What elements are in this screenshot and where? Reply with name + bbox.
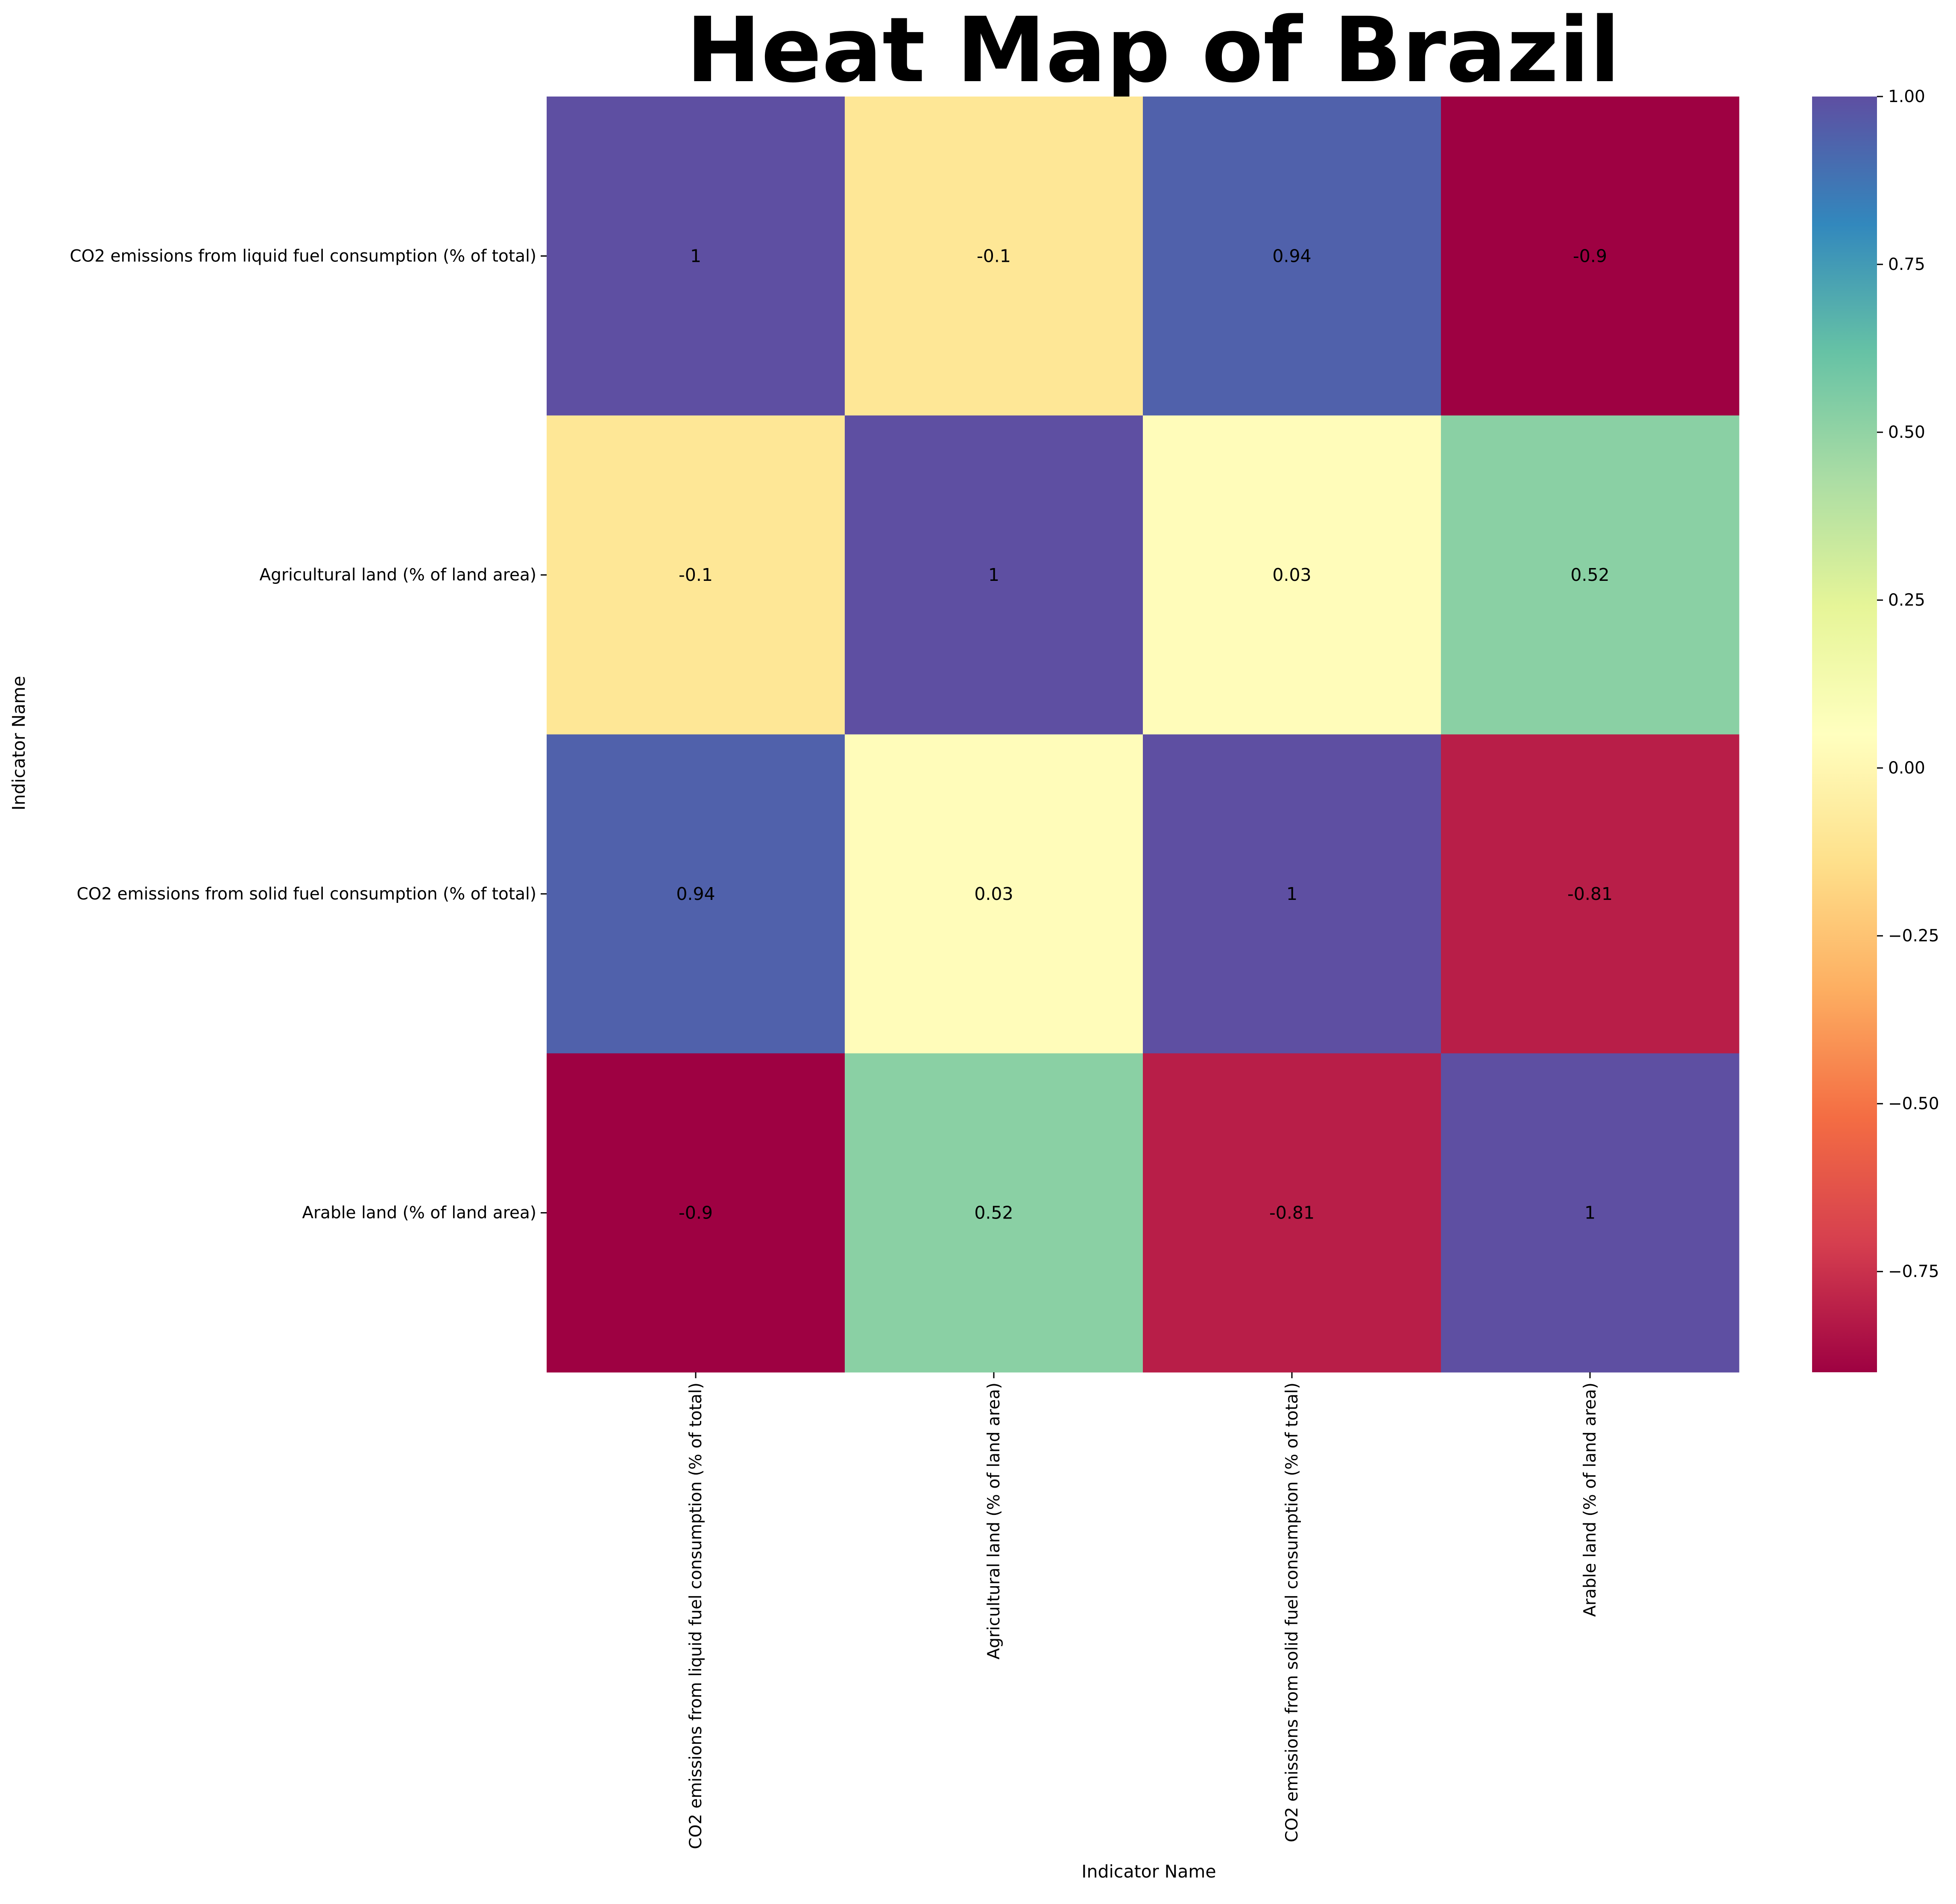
cell-value-label: 0.03: [974, 884, 1013, 904]
cell-value-label: -0.1: [679, 565, 713, 585]
colorbar-tick-label: 1.00: [1888, 87, 1925, 106]
colorbar-tick-label: 0.50: [1888, 423, 1925, 442]
colorbar-tick-label: 0.25: [1888, 591, 1925, 610]
y-tick-label: Arable land (% of land area): [302, 1204, 536, 1223]
colorbar-tick-label: 0.00: [1888, 759, 1925, 778]
heatmap-cell: [845, 415, 1143, 735]
cell-value-label: 1: [988, 565, 999, 585]
cell-value-label: -0.9: [679, 1203, 713, 1223]
cell-value-label: -0.1: [977, 246, 1011, 266]
colorbar-ticks: 1.00 0.75 0.50 0.25 0.00 −0.25 −0.50 −0.75: [1877, 87, 1939, 1281]
heatmap-cell-labels: 1 -0.1 0.94 -0.9 -0.1 1 0.03 0.52 0.94 0.03 1 -0.81…: [676, 246, 1613, 1223]
cell-value-label: 0.94: [1272, 246, 1311, 266]
x-axis-ticks: CO2 emissions from liquid fuel consumpti…: [686, 1372, 1600, 1849]
cell-value-label: 0.52: [1570, 565, 1609, 585]
colorbar: [1812, 97, 1877, 1372]
y-axis-ticks: CO2 emissions from liquid fuel consumpti…: [70, 246, 547, 1223]
heatmap-cell: [845, 734, 1143, 1054]
colorbar-tick-label: −0.50: [1888, 1094, 1939, 1113]
y-axis-label: Indicator Name: [9, 676, 29, 810]
y-tick-label: Agricultural land (% of land area): [259, 565, 536, 585]
x-tick-label: CO2 emissions from liquid fuel consumpti…: [686, 1383, 706, 1849]
heatmap-cell: [845, 1053, 1143, 1373]
heatmap-cell: [1441, 1053, 1739, 1373]
y-tick-label: CO2 emissions from solid fuel consumptio…: [76, 885, 536, 904]
cell-value-label: 1: [690, 246, 701, 266]
cell-value-label: -0.9: [1573, 246, 1607, 266]
heatmap-cell: [547, 97, 845, 416]
heatmap-cell: [547, 734, 845, 1054]
x-tick-label: Arable land (% of land area): [1581, 1383, 1600, 1617]
heatmap-cells: [547, 97, 1739, 1373]
heatmap-cell: [845, 97, 1143, 416]
heatmap-cell: [1143, 1053, 1441, 1373]
cell-value-label: -0.81: [1567, 884, 1613, 904]
chart-title: Heat Map of Brazil: [686, 0, 1620, 103]
heatmap-cell: [547, 1053, 845, 1373]
heatmap-cell: [1441, 734, 1739, 1054]
heatmap-cell: [1441, 415, 1739, 735]
x-tick-label: Agricultural land (% of land area): [984, 1383, 1004, 1660]
y-tick-label: CO2 emissions from liquid fuel consumpti…: [70, 246, 536, 266]
cell-value-label: 0.03: [1272, 565, 1311, 585]
colorbar-tick-label: 0.75: [1888, 255, 1925, 274]
heatmap-cell: [1143, 415, 1441, 735]
cell-value-label: 0.52: [974, 1203, 1013, 1223]
heatmap-cell: [1441, 97, 1739, 416]
heatmap-cell: [547, 415, 845, 735]
cell-value-label: -0.81: [1269, 1203, 1315, 1223]
cell-value-label: 0.94: [676, 884, 715, 904]
cell-value-label: 1: [1286, 884, 1297, 904]
heatmap-cell: [1143, 734, 1441, 1054]
colorbar-tick-label: −0.25: [1888, 926, 1939, 946]
colorbar-tick-label: −0.75: [1888, 1262, 1939, 1281]
heatmap-cell: [1143, 97, 1441, 416]
x-tick-label: CO2 emissions from solid fuel consumptio…: [1283, 1383, 1302, 1842]
cell-value-label: 1: [1584, 1203, 1596, 1223]
x-axis-label: Indicator Name: [1081, 1861, 1216, 1882]
